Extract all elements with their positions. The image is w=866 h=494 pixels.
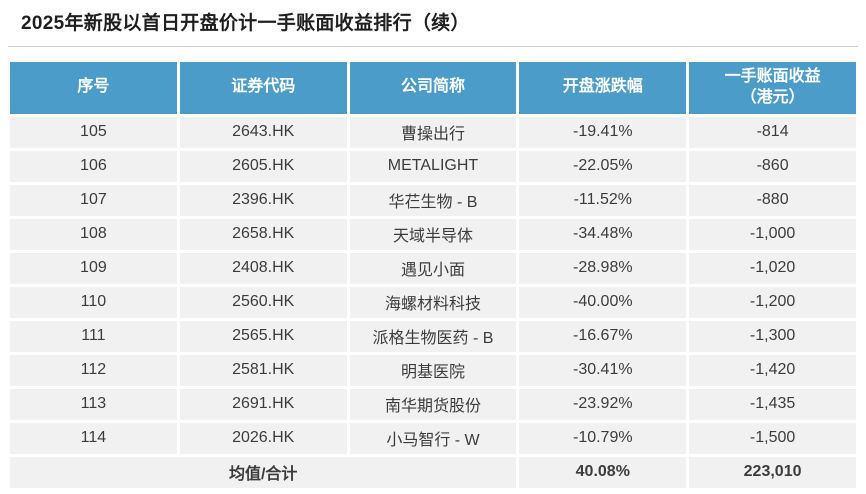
cell-company: 南华期货股份 (349, 388, 517, 420)
cell-company: 派格生物医药 - B (349, 320, 517, 352)
cell-company: 海螺材料科技 (349, 286, 517, 318)
cell-rank: 111 (10, 320, 177, 352)
cell-open-change: -40.00% (519, 286, 687, 318)
cell-lot-return: -1,200 (689, 286, 856, 318)
cell-rank: 114 (10, 422, 177, 454)
cell-company: 遇见小面 (349, 252, 517, 284)
cell-lot-return: -880 (689, 184, 856, 216)
cell-open-change: -22.05% (519, 150, 687, 182)
cell-lot-return: -1,020 (689, 252, 856, 284)
table-row: 108 2658.HK 天域半导体 -34.48% -1,000 (10, 218, 856, 250)
cell-rank: 107 (10, 184, 177, 216)
header-open-change: 开盘涨跌幅 (519, 61, 687, 114)
cell-ticker: 2026.HK (179, 422, 347, 454)
cell-rank: 106 (10, 150, 177, 182)
header-ticker: 证券代码 (179, 61, 347, 114)
header-rank: 序号 (10, 61, 177, 114)
cell-rank: 113 (10, 388, 177, 420)
table-row: 110 2560.HK 海螺材料科技 -40.00% -1,200 (10, 286, 856, 318)
cell-ticker: 2643.HK (179, 116, 347, 148)
cell-company: 华芢生物 - B (349, 184, 517, 216)
table-footer-row: 均值/合计 40.08% 223,010 (10, 456, 856, 488)
header-company: 公司简称 (349, 61, 517, 114)
table-row: 107 2396.HK 华芢生物 - B -11.52% -880 (10, 184, 856, 216)
cell-rank: 112 (10, 354, 177, 386)
table-header-row: 序号 证券代码 公司简称 开盘涨跌幅 一手账面收益 （港元） (10, 61, 856, 114)
cell-company: 小马智行 - W (349, 422, 517, 454)
cell-lot-return: -1,420 (689, 354, 856, 386)
cell-company: 明基医院 (349, 354, 517, 386)
cell-open-change: -16.67% (519, 320, 687, 352)
cell-ticker: 2691.HK (179, 388, 347, 420)
cell-ticker: 2605.HK (179, 150, 347, 182)
table-row: 109 2408.HK 遇见小面 -28.98% -1,020 (10, 252, 856, 284)
cell-company: METALIGHT (349, 150, 517, 182)
cell-ticker: 2565.HK (179, 320, 347, 352)
cell-open-change: -28.98% (519, 252, 687, 284)
cell-open-change: -10.79% (519, 422, 687, 454)
cell-lot-return: -1,000 (689, 218, 856, 250)
cell-lot-return: -1,435 (689, 388, 856, 420)
table-row: 114 2026.HK 小马智行 - W -10.79% -1,500 (10, 422, 856, 454)
cell-open-change: -23.92% (519, 388, 687, 420)
cell-open-change: -11.52% (519, 184, 687, 216)
cell-rank: 109 (10, 252, 177, 284)
cell-open-change: -19.41% (519, 116, 687, 148)
cell-rank: 108 (10, 218, 177, 250)
table-row: 106 2605.HK METALIGHT -22.05% -860 (10, 150, 856, 182)
cell-ticker: 2396.HK (179, 184, 347, 216)
title-divider (8, 45, 858, 47)
cell-lot-return: -814 (689, 116, 856, 148)
header-lot-return: 一手账面收益 （港元） (689, 61, 856, 114)
table-body: 105 2643.HK 曹操出行 -19.41% -814 106 2605.H… (10, 116, 856, 454)
cell-lot-return: -860 (689, 150, 856, 182)
cell-rank: 110 (10, 286, 177, 318)
table-row: 111 2565.HK 派格生物医药 - B -16.67% -1,300 (10, 320, 856, 352)
table-row: 112 2581.HK 明基医院 -30.41% -1,420 (10, 354, 856, 386)
footer-return-total: 223,010 (689, 456, 856, 488)
cell-ticker: 2560.HK (179, 286, 347, 318)
table-row: 105 2643.HK 曹操出行 -19.41% -814 (10, 116, 856, 148)
cell-open-change: -30.41% (519, 354, 687, 386)
cell-lot-return: -1,300 (689, 320, 856, 352)
table-row: 113 2691.HK 南华期货股份 -23.92% -1,435 (10, 388, 856, 420)
cell-ticker: 2408.HK (179, 252, 347, 284)
cell-company: 曹操出行 (349, 116, 517, 148)
cell-company: 天域半导体 (349, 218, 517, 250)
cell-lot-return: -1,500 (689, 422, 856, 454)
cell-ticker: 2581.HK (179, 354, 347, 386)
returns-table: 序号 证券代码 公司简称 开盘涨跌幅 一手账面收益 （港元） 105 2643.… (10, 61, 856, 488)
page-title: 2025年新股以首日开盘价计一手账面收益排行（续） (21, 13, 470, 34)
footer-open-change-average: 40.08% (519, 456, 687, 488)
cell-ticker: 2658.HK (179, 218, 347, 250)
footer-label: 均值/合计 (10, 456, 517, 488)
cell-rank: 105 (10, 116, 177, 148)
cell-open-change: -34.48% (519, 218, 687, 250)
